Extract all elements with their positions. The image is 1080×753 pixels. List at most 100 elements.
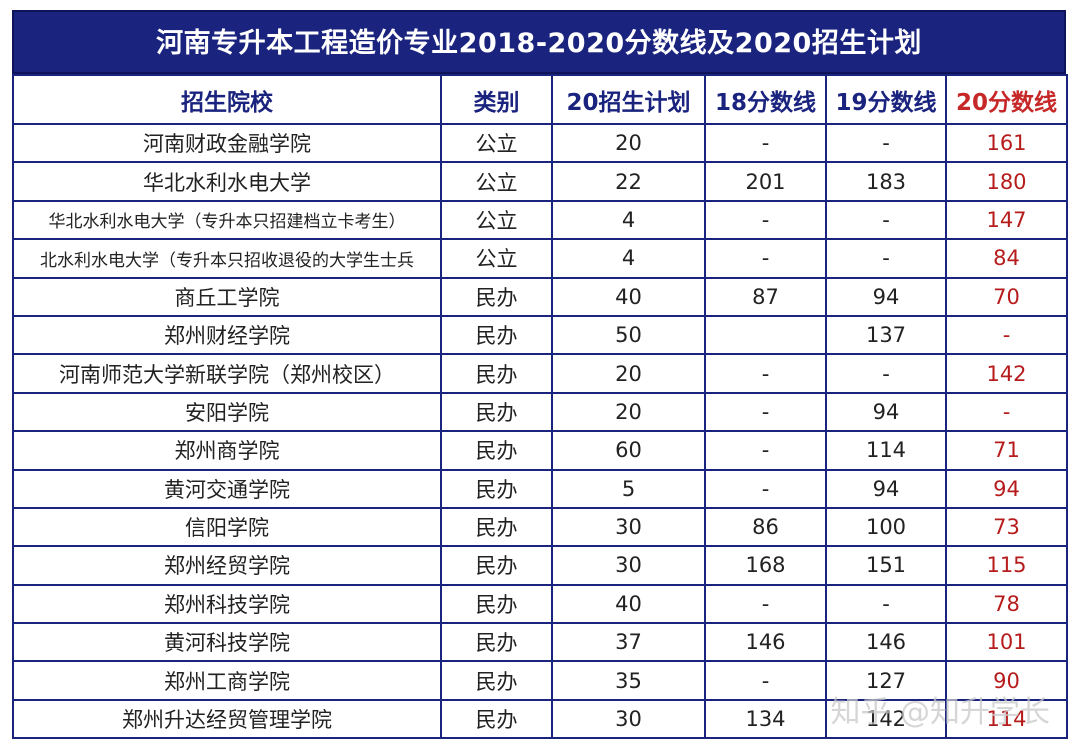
cell-plan-2020: 4 <box>551 199 706 241</box>
table-row: 郑州经贸学院 民办 30 168 151 115 <box>12 545 1068 586</box>
cell-score-2019: - <box>825 583 947 625</box>
cell-score-2020: 142 <box>945 353 1068 394</box>
cell-plan-2020: 20 <box>551 353 706 394</box>
cell-score-2019: 94 <box>825 391 947 433</box>
table-row: 河南财政金融学院 公立 20- -161 <box>12 122 1068 164</box>
score-table-sheet: 河南专升本工程造价专业2018-2020分数线及2020招生计划 招生院校 类别… <box>12 10 1068 740</box>
cell-plan-2020: 30 <box>551 506 706 548</box>
cell-score-2018: 168 <box>704 545 827 586</box>
cell-school: 郑州科技学院 <box>12 583 442 625</box>
cell-type: 公立 <box>440 238 553 279</box>
cell-school: 安阳学院 <box>12 391 442 433</box>
cell-plan-2020: 40 <box>551 583 706 625</box>
cell-type: 民办 <box>440 545 553 586</box>
cell-plan-2020: 60 <box>551 430 706 471</box>
cell-school: 郑州升达经贸管理学院 <box>12 698 442 740</box>
cell-score-2019: 100 <box>825 506 947 548</box>
cell-score-2020: 73 <box>945 506 1068 548</box>
cell-score-2019: 94 <box>825 276 947 317</box>
cell-school: 河南师范大学新联学院（郑州校区） <box>12 353 442 394</box>
cell-school: 郑州工商学院 <box>12 660 442 701</box>
cell-score-2020: - <box>945 391 1068 433</box>
table-row: 郑州科技学院 民办 40- -78 <box>12 583 1068 625</box>
cell-score-2020: - <box>945 314 1068 356</box>
cell-school: 华北水利水电大学（专升本只招建档立卡考生） <box>12 199 442 241</box>
cell-score-2020: 180 <box>945 161 1068 202</box>
cell-score-2019: 94 <box>825 468 947 509</box>
cell-score-2018: - <box>704 583 827 625</box>
cell-plan-2020: 35 <box>551 660 706 701</box>
cell-score-2019: 127 <box>825 660 947 701</box>
table-body: 河南财政金融学院 公立 20- -161 华北水利水电大学 公立 22 201 183 180 华北… <box>12 122 1068 740</box>
cell-plan-2020: 30 <box>551 698 706 740</box>
cell-score-2018: 201 <box>704 161 827 202</box>
score-table: 招生院校 类别 20招生计划 18分数线 19分数线 20分数线 河南财政金融学… <box>12 74 1068 740</box>
cell-score-2018: - <box>704 353 827 394</box>
cell-score-2020: 70 <box>945 276 1068 317</box>
table-row: 信阳学院 民办 30 86 100 73 <box>12 506 1068 548</box>
cell-score-2019: 114 <box>825 430 947 471</box>
cell-type: 民办 <box>440 622 553 663</box>
cell-school: 北水利水电大学（专升本只招收退役的大学生士兵 <box>12 238 442 279</box>
cell-score-2018: 146 <box>704 622 827 663</box>
cell-score-2019: - <box>825 238 947 279</box>
table-row: 郑州商学院 民办 60-114 71 <box>12 430 1068 471</box>
cell-score-2020: 161 <box>945 122 1068 164</box>
cell-score-2019: - <box>825 122 947 164</box>
cell-school: 华北水利水电大学 <box>12 161 442 202</box>
table-row: 黄河交通学院 民办 5-94 94 <box>12 468 1068 509</box>
cell-score-2018: 134 <box>704 698 827 740</box>
cell-score-2019: - <box>825 199 947 241</box>
table-row: 河南师范大学新联学院（郑州校区） 民办 20- -142 <box>12 353 1068 394</box>
cell-score-2020: 78 <box>945 583 1068 625</box>
table-row: 华北水利水电大学（专升本只招建档立卡考生） 公立 4- -147 <box>12 199 1068 241</box>
cell-school: 黄河交通学院 <box>12 468 442 509</box>
table-row: 郑州工商学院 民办 35-127 90 <box>12 660 1068 701</box>
cell-type: 民办 <box>440 353 553 394</box>
cell-type: 民办 <box>440 506 553 548</box>
cell-plan-2020: 37 <box>551 622 706 663</box>
header-score-2018: 18分数线 <box>704 74 827 125</box>
table-row: 北水利水电大学（专升本只招收退役的大学生士兵 公立 4- -84 <box>12 238 1068 279</box>
cell-plan-2020: 5 <box>551 468 706 509</box>
header-type: 类别 <box>440 74 553 125</box>
cell-score-2020: 84 <box>945 238 1068 279</box>
cell-score-2018: 87 <box>704 276 827 317</box>
cell-score-2018 <box>704 314 827 356</box>
cell-score-2020: 114 <box>945 698 1068 740</box>
cell-score-2019: 151 <box>825 545 947 586</box>
cell-school: 河南财政金融学院 <box>12 122 442 164</box>
cell-score-2018: - <box>704 660 827 701</box>
cell-school: 郑州经贸学院 <box>12 545 442 586</box>
cell-type: 民办 <box>440 276 553 317</box>
table-row: 黄河科技学院 民办 37 146 146 101 <box>12 622 1068 663</box>
cell-score-2018: - <box>704 199 827 241</box>
cell-score-2020: 90 <box>945 660 1068 701</box>
cell-plan-2020: 30 <box>551 545 706 586</box>
table-row: 郑州财经学院 民办 50 137- <box>12 314 1068 356</box>
table-row: 华北水利水电大学 公立 22 201 183 180 <box>12 161 1068 202</box>
cell-type: 公立 <box>440 161 553 202</box>
cell-score-2018: 86 <box>704 506 827 548</box>
cell-type: 民办 <box>440 583 553 625</box>
cell-plan-2020: 20 <box>551 391 706 433</box>
cell-school: 黄河科技学院 <box>12 622 442 663</box>
cell-plan-2020: 40 <box>551 276 706 317</box>
cell-score-2018: - <box>704 391 827 433</box>
cell-type: 民办 <box>440 314 553 356</box>
cell-score-2019: 183 <box>825 161 947 202</box>
cell-score-2020: 115 <box>945 545 1068 586</box>
cell-type: 公立 <box>440 199 553 241</box>
cell-type: 民办 <box>440 468 553 509</box>
table-row: 商丘工学院 民办 40 87 94 70 <box>12 276 1068 317</box>
cell-type: 民办 <box>440 698 553 740</box>
table-row: 郑州升达经贸管理学院 民办 30 134 142 114 <box>12 698 1068 740</box>
cell-plan-2020: 4 <box>551 238 706 279</box>
cell-score-2020: 101 <box>945 622 1068 663</box>
table-row: 安阳学院 民办 20-94- <box>12 391 1068 433</box>
cell-type: 民办 <box>440 391 553 433</box>
header-score-2020: 20分数线 <box>945 74 1068 125</box>
cell-type: 公立 <box>440 122 553 164</box>
cell-score-2020: 94 <box>945 468 1068 509</box>
cell-school: 郑州财经学院 <box>12 314 442 356</box>
